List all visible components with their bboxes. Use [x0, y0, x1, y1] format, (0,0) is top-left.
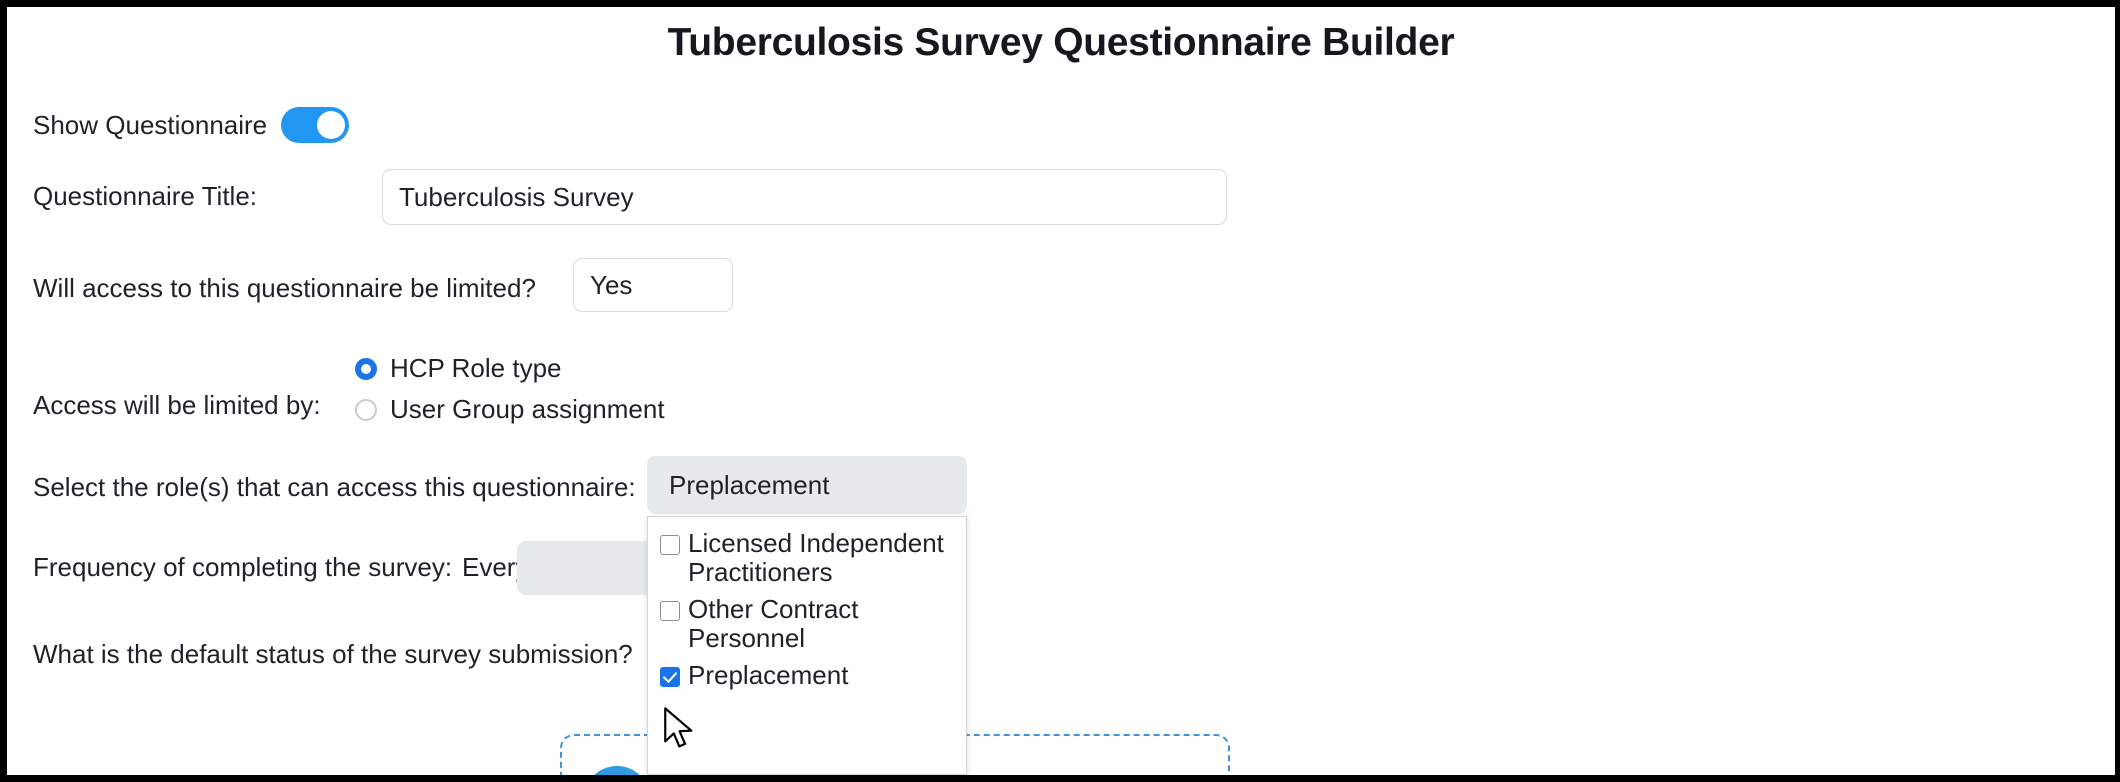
limited-by-radio-group: HCP Role type User Group assignment [355, 348, 665, 430]
access-limited-select[interactable]: Yes [573, 258, 733, 312]
radio-option-user-group-assignment[interactable]: User Group assignment [355, 389, 665, 430]
radio-label-user-group-assignment: User Group assignment [390, 394, 665, 424]
roles-option-preplacement[interactable]: Preplacement [648, 657, 966, 694]
access-limited-label: Will access to this questionnaire be lim… [33, 273, 536, 303]
radio-icon-selected[interactable] [355, 357, 377, 380]
page-canvas: Tuberculosis Survey Questionnaire Builde… [7, 7, 2115, 775]
radio-label-hcp-role-type: HCP Role type [390, 353, 562, 383]
dropzone-field-right[interactable] [938, 776, 1190, 782]
select-roles-label: Select the role(s) that can access this … [33, 472, 636, 502]
dropzone-field-left[interactable] [668, 776, 920, 782]
checkbox-icon-unchecked[interactable] [660, 535, 680, 555]
roles-option-licensed-independent-practitioners[interactable]: Licensed Independent Practitioners [648, 525, 966, 591]
radio-icon-unselected[interactable] [355, 398, 377, 421]
roles-option-label: Other Contract Personnel [688, 594, 859, 654]
show-questionnaire-toggle[interactable] [281, 107, 350, 143]
cloud-upload-icon [584, 766, 650, 775]
frequency-label: Frequency of completing the survey: [33, 552, 453, 582]
radio-option-hcp-role-type[interactable]: HCP Role type [355, 348, 665, 389]
roles-multiselect-trigger[interactable]: Preplacement [647, 456, 967, 514]
roles-option-label: Licensed Independent Practitioners [688, 528, 944, 588]
show-questionnaire-row: Show Questionnaire [33, 107, 350, 143]
questionnaire-title-label: Questionnaire Title: [33, 181, 258, 211]
roles-dropdown-menu: Licensed Independent Practitioners Other… [647, 516, 967, 775]
roles-option-other-contract-personnel[interactable]: Other Contract Personnel [648, 591, 966, 657]
roles-multiselect-value: Preplacement [669, 469, 830, 500]
default-status-label: What is the default status of the survey… [33, 639, 633, 669]
checkbox-icon-checked[interactable] [660, 667, 680, 688]
checkbox-icon-unchecked[interactable] [660, 601, 680, 622]
roles-option-label: Preplacement [688, 660, 849, 691]
frequency-input[interactable] [517, 541, 672, 595]
page-title: Tuberculosis Survey Questionnaire Builde… [667, 21, 1455, 64]
show-questionnaire-label: Show Questionnaire [33, 109, 268, 140]
toggle-knob [317, 111, 346, 139]
limited-by-label: Access will be limited by: [33, 390, 321, 420]
access-limited-value: Yes [590, 269, 633, 300]
questionnaire-title-input[interactable] [382, 169, 1227, 225]
